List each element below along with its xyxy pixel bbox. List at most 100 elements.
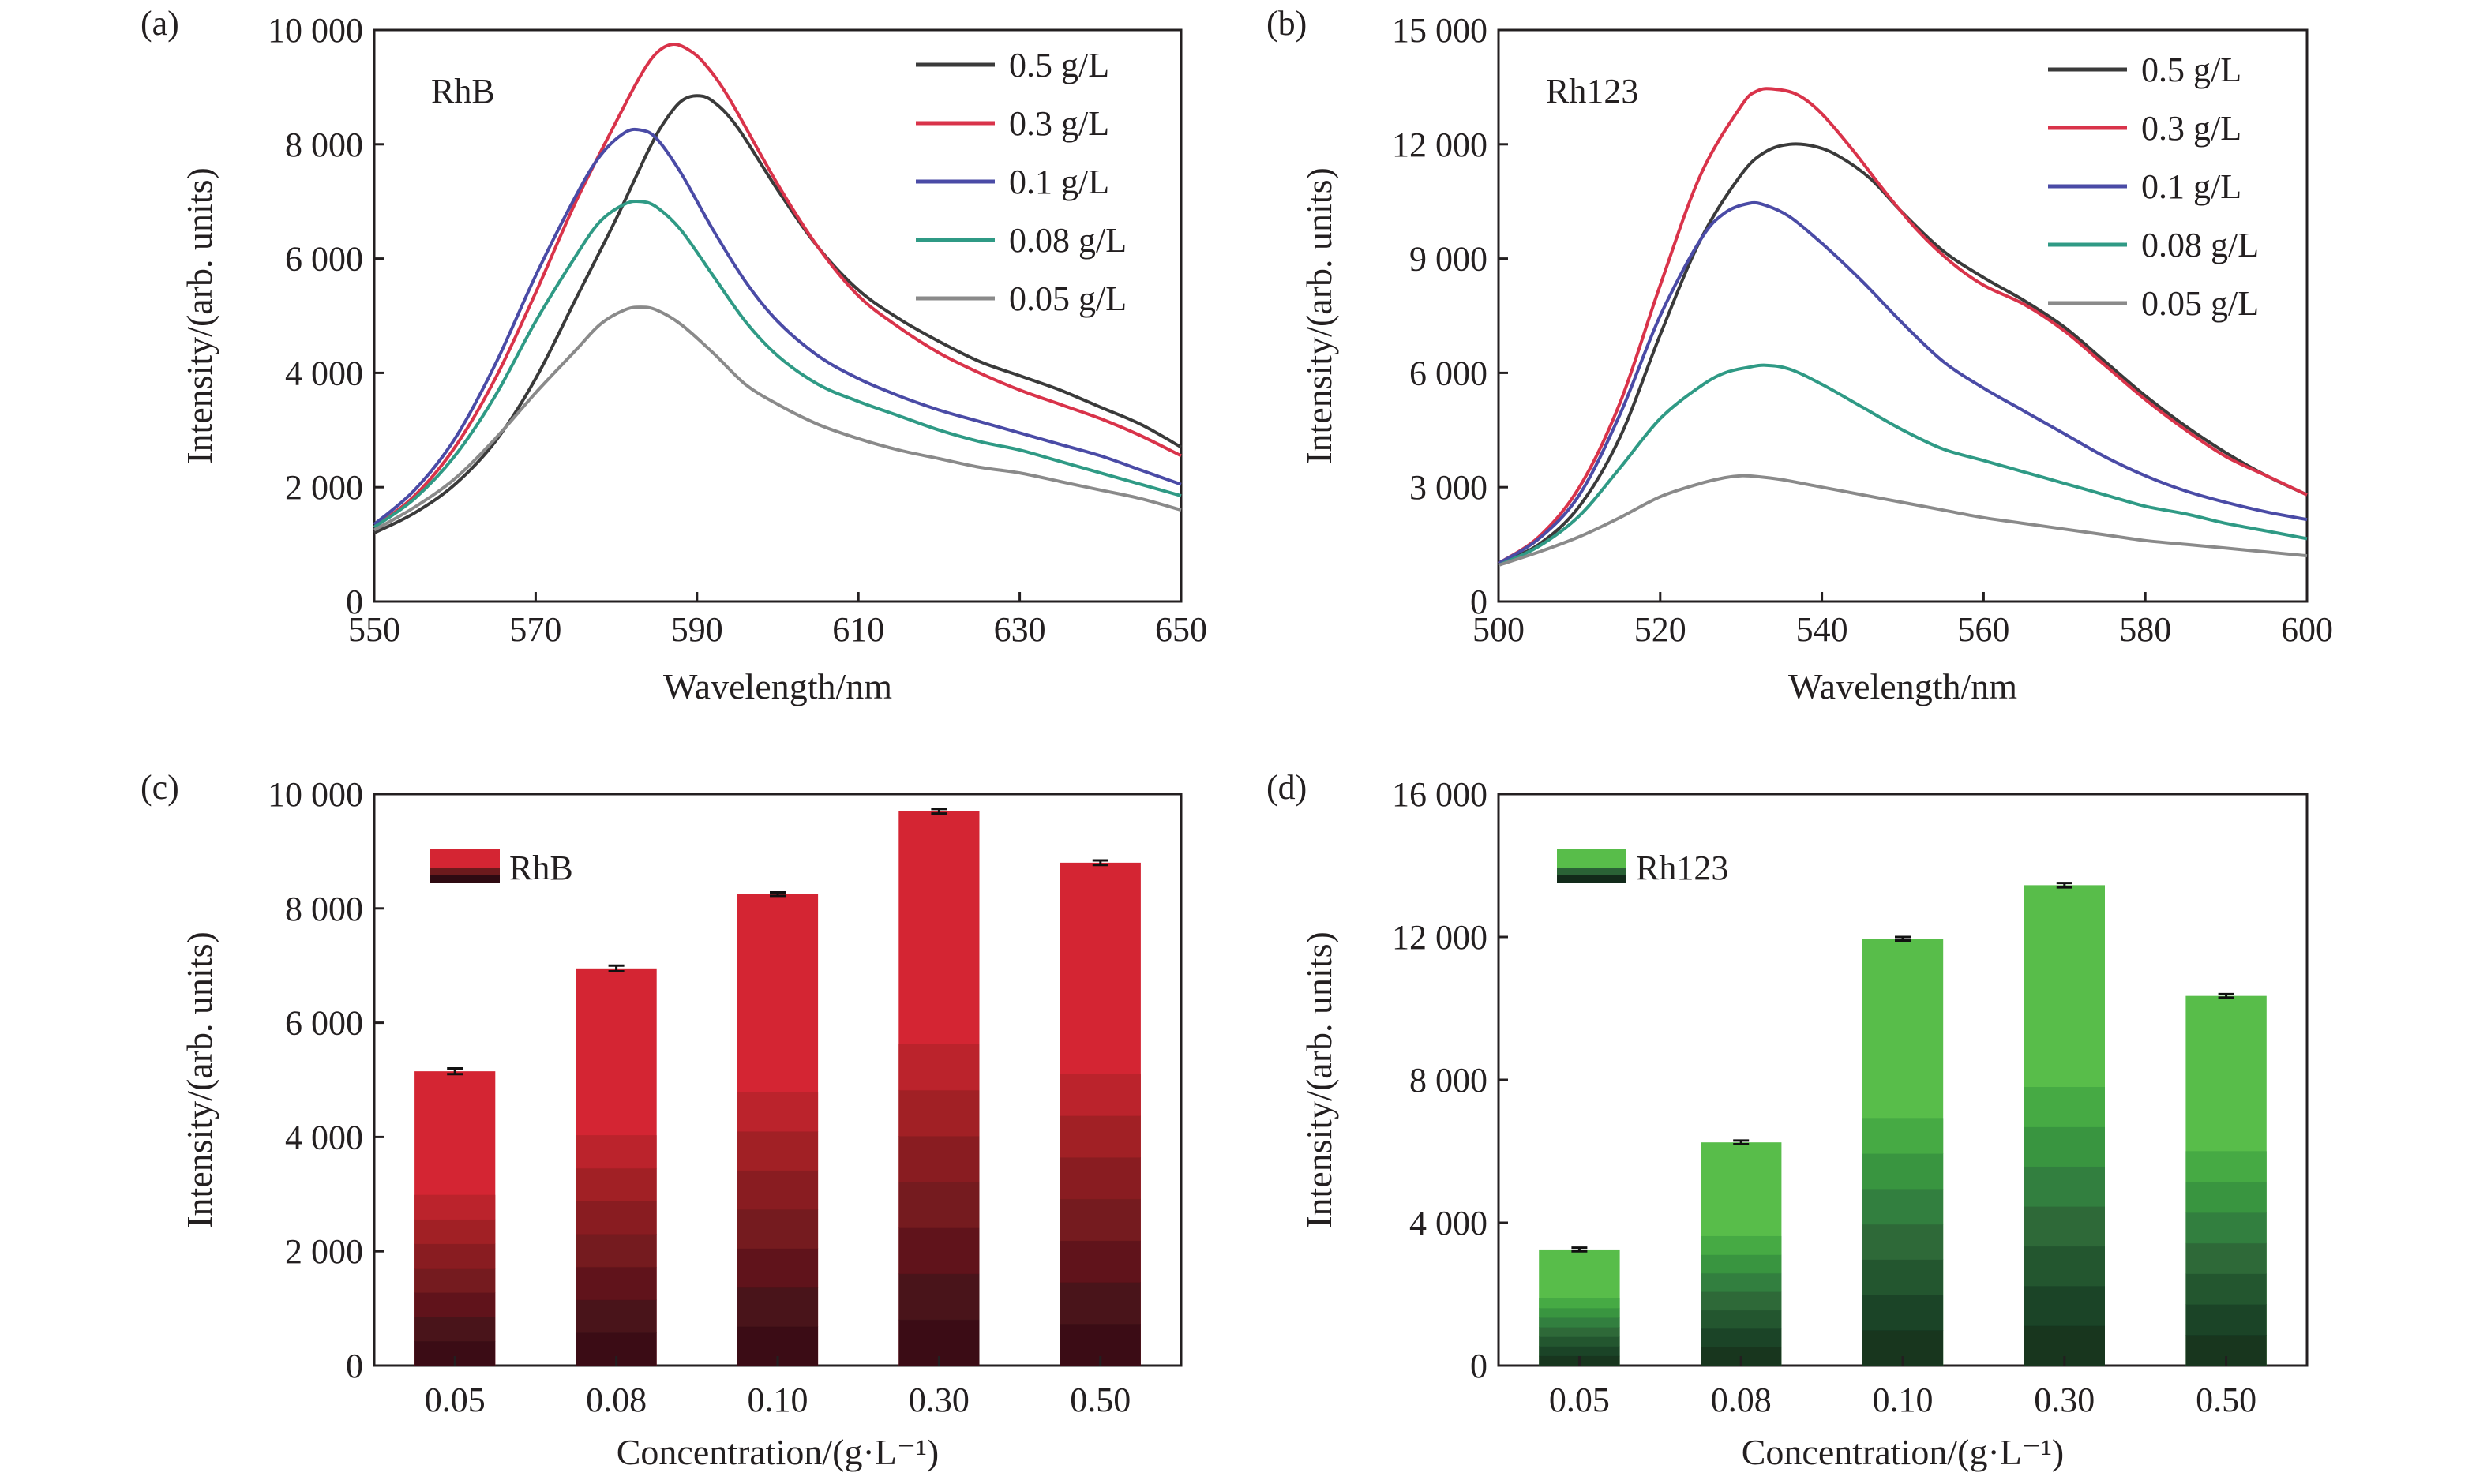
bar-shade-band xyxy=(576,1234,657,1268)
y-tick-label: 8 000 xyxy=(1409,1061,1487,1100)
legend-swatch-shade xyxy=(430,868,500,875)
panel-label: (d) xyxy=(1266,768,1307,807)
bar-shade-band xyxy=(1539,1346,1620,1357)
x-axis-title: Concentration/(g·L⁻¹) xyxy=(1742,1432,2065,1472)
y-tick-label: 8 000 xyxy=(285,126,363,164)
bar-shade-band xyxy=(576,1299,657,1333)
bar-shade-band xyxy=(898,1044,980,1091)
legend-label: 0.05 g/L xyxy=(1009,279,1127,318)
y-axis: 0 2 000 4 000 6 000 8 000 10 000 xyxy=(268,775,384,1385)
y-axis: 0 3 000 6 000 9 000 12 000 15 000 xyxy=(1392,11,1508,621)
y-tick-label: 6 000 xyxy=(285,1004,363,1043)
bar-shade-band xyxy=(414,1243,496,1269)
line-series-group xyxy=(1497,87,2308,567)
sample-label: Rh123 xyxy=(1546,72,1638,111)
legend-swatch-shade xyxy=(1557,875,1626,883)
bar-shade-band xyxy=(414,1194,496,1220)
y-axis-title: Intensity/(arb. units) xyxy=(179,167,219,464)
series-line xyxy=(373,43,1182,529)
bar-shade-band xyxy=(737,1092,819,1132)
bar-shade-band xyxy=(414,1268,496,1293)
y-axis-title: Intensity/(arb. units) xyxy=(179,931,219,1228)
bar-shade-band xyxy=(898,1273,980,1321)
y-tick-label: 0 xyxy=(346,583,363,621)
legend-label: 0.08 g/L xyxy=(2141,226,2259,264)
panel-d: (d) 0.05 0.08 0.10 0.30 0.50 0 4 000 8 000 12 0… xyxy=(1266,768,2309,1472)
bar-shade-band xyxy=(898,1136,980,1182)
y-tick-label: 16 000 xyxy=(1392,775,1487,814)
x-tick-label: 0.30 xyxy=(2034,1381,2095,1419)
sample-label: RhB xyxy=(431,72,495,111)
series-line xyxy=(373,94,1182,534)
bar-shade-band xyxy=(2024,1126,2105,1167)
y-axis-title: Intensity/(arb. units) xyxy=(1299,931,1339,1228)
x-tick-label: 650 xyxy=(1155,610,1207,649)
series-line xyxy=(1498,363,2308,567)
x-tick-label: 540 xyxy=(1796,610,1848,649)
bar-shade-band xyxy=(1862,1224,1944,1261)
y-tick-label: 0 xyxy=(1470,583,1487,621)
bar-shade-band xyxy=(2024,1166,2105,1207)
y-tick-label: 15 000 xyxy=(1392,11,1487,50)
y-tick-label: 4 000 xyxy=(1409,1204,1487,1242)
x-tick-label: 0.05 xyxy=(1549,1381,1610,1419)
panel-label: (b) xyxy=(1266,4,1307,43)
bar-series-group xyxy=(1539,882,2267,1366)
legend-label: RhB xyxy=(509,849,573,887)
bar-shade-band xyxy=(1060,1115,1141,1158)
x-tick-label: 580 xyxy=(2119,610,2171,649)
x-tick-label: 0.50 xyxy=(2196,1381,2256,1419)
legend: 0.5 g/L 0.3 g/L 0.1 g/L 0.08 g/L 0.05 g/L xyxy=(916,46,1127,318)
series-line xyxy=(1497,87,2308,565)
bar-shade-band xyxy=(737,1209,819,1250)
x-axis-title: Concentration/(g·L⁻¹) xyxy=(617,1432,940,1472)
y-tick-label: 8 000 xyxy=(285,890,363,928)
bar-shade-band xyxy=(1701,1291,1782,1311)
x-tick-label: 590 xyxy=(671,610,723,649)
panel-b: (b) 500 520 540 560 580 600 0 3 000 6 000 9 000 1… xyxy=(1266,4,2333,706)
bar-shade-band xyxy=(1539,1336,1620,1347)
y-axis-title: Intensity/(arb. units) xyxy=(1299,167,1339,464)
bar-shade-band xyxy=(2185,1273,2267,1305)
bar-shade-band xyxy=(1701,1272,1782,1292)
series-line xyxy=(1497,200,2308,565)
y-tick-label: 6 000 xyxy=(1409,354,1487,392)
bar-shade-band xyxy=(2185,1151,2267,1182)
x-axis: 500 520 540 560 580 600 xyxy=(1472,592,2333,649)
x-tick-label: 0.08 xyxy=(586,1381,647,1419)
bar-shade-band xyxy=(1701,1328,1782,1348)
legend-label: 0.3 g/L xyxy=(2141,109,2241,148)
x-tick-label: 630 xyxy=(994,610,1046,649)
x-tick-label: 0.50 xyxy=(1070,1381,1131,1419)
bar-shade-band xyxy=(898,1227,980,1275)
bar-shade-band xyxy=(2185,1304,2267,1336)
bar-shade-band xyxy=(1539,1327,1620,1337)
x-axis-title: Wavelength/nm xyxy=(663,666,892,706)
x-tick-label: 570 xyxy=(509,610,561,649)
bar-shade-band xyxy=(1862,1118,1944,1154)
y-axis: 0 2 000 4 000 6 000 8 000 10 000 xyxy=(268,11,384,621)
y-tick-label: 12 000 xyxy=(1392,126,1487,164)
bar-shade-band xyxy=(2185,1182,2267,1213)
plot-frame xyxy=(373,28,1183,603)
line-series-group xyxy=(373,43,1182,534)
legend-label: Rh123 xyxy=(1636,849,1728,887)
panel-label: (c) xyxy=(141,768,179,807)
bar-shade-band xyxy=(1862,1188,1944,1225)
bar-shade-band xyxy=(1701,1235,1782,1255)
x-tick-label: 0.05 xyxy=(425,1381,486,1419)
series-line xyxy=(1498,142,2308,565)
x-axis: 0.05 0.08 0.10 0.30 0.50 xyxy=(1549,1356,2256,1419)
bar-shade-band xyxy=(2024,1087,2105,1127)
series-line xyxy=(373,127,1182,526)
bar-shade-band xyxy=(1701,1254,1782,1274)
bar-shade-band xyxy=(1862,1153,1944,1190)
y-tick-label: 9 000 xyxy=(1409,240,1487,279)
bar-shade-band xyxy=(1701,1310,1782,1329)
y-tick-label: 6 000 xyxy=(285,240,363,279)
bar-shade-band xyxy=(1862,1295,1944,1331)
x-axis: 0.05 0.08 0.10 0.30 0.50 xyxy=(425,1356,1131,1419)
bar-shade-band xyxy=(2024,1206,2105,1247)
